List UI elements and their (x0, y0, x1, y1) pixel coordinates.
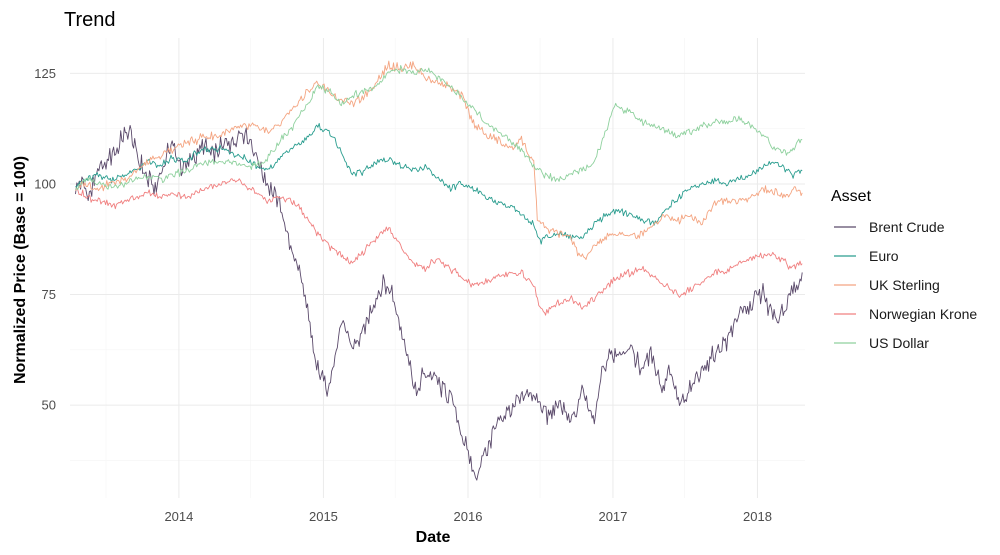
series-line-brent-crude (75, 124, 803, 481)
legend-label-euro: Euro (869, 248, 899, 264)
legend-label-norwegian-krone: Norwegian Krone (869, 306, 977, 322)
series-line-norwegian-krone (75, 178, 803, 316)
series-line-us-dollar (75, 64, 803, 191)
y-axis-title: Normalized Price (Base = 100) (12, 156, 29, 384)
chart-title: Trend (64, 9, 116, 31)
x-tick-label: 2016 (454, 509, 483, 524)
x-axis-title: Date (416, 529, 451, 546)
x-tick-label: 2015 (309, 509, 338, 524)
y-tick-label: 100 (34, 176, 56, 191)
series-lines (75, 60, 803, 481)
legend-title: Asset (831, 188, 872, 205)
y-tick-label: 50 (42, 398, 56, 413)
x-tick-label: 2017 (598, 509, 627, 524)
legend-label-uk-sterling: UK Sterling (869, 277, 940, 293)
x-tick-label: 2018 (743, 509, 772, 524)
x-tick-label: 2014 (164, 509, 193, 524)
y-tick-label: 125 (34, 66, 56, 81)
y-tick-label: 75 (42, 287, 56, 302)
series-line-uk-sterling (75, 60, 803, 260)
y-axis-ticks: 50 75 100 125 (34, 66, 56, 413)
series-line-euro (75, 122, 803, 245)
legend: Asset Brent Crude Euro UK Sterling Norwegia… (831, 188, 977, 351)
grid (70, 38, 805, 498)
legend-label-us-dollar: US Dollar (869, 335, 929, 351)
legend-label-brent-crude: Brent Crude (869, 219, 945, 235)
x-axis-ticks: 2014 2015 2016 2017 2018 (164, 509, 771, 524)
